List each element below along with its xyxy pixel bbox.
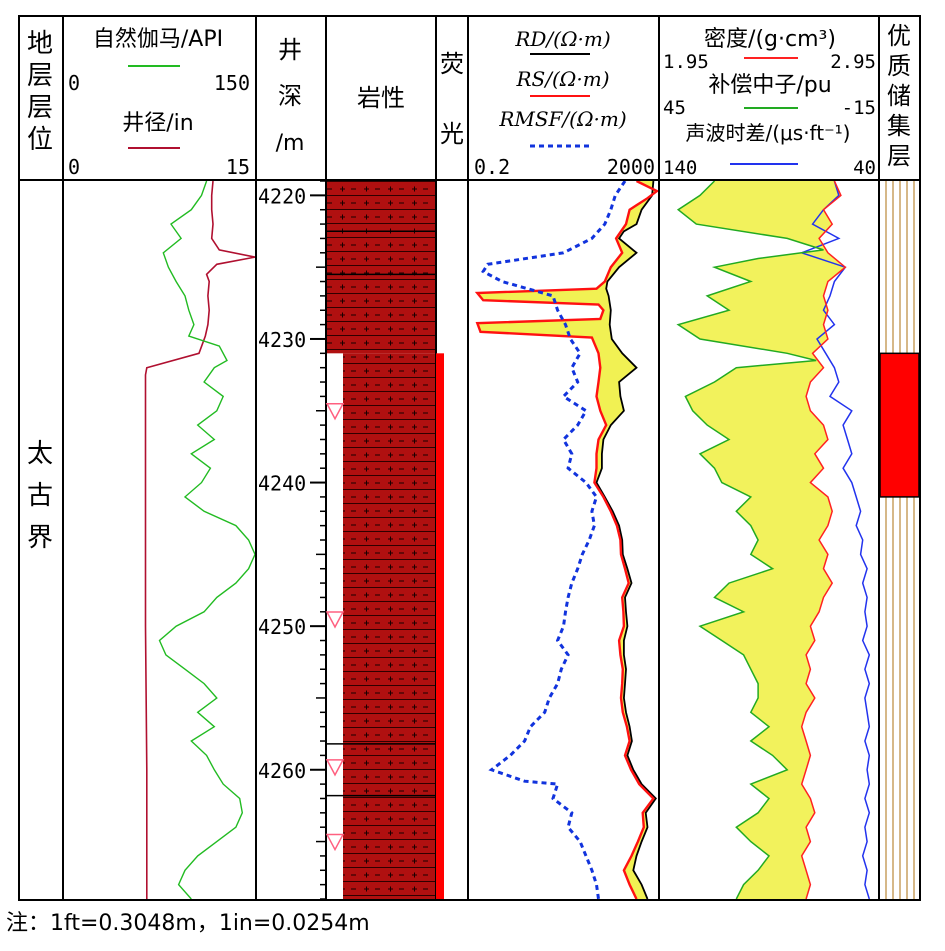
header-depth: 井 深 /m [276, 36, 305, 156]
rd-title: RD/(Ω·m) [514, 27, 610, 51]
formation-name: 太 古 界 [27, 439, 53, 553]
lithology-title: 岩性 [357, 84, 405, 112]
reservoir-title-3: 集 [887, 112, 911, 140]
depth-tick-label: 4240 [258, 472, 306, 496]
lithology-upper-block [327, 181, 435, 354]
cnl-min-label: 45 [663, 97, 686, 119]
depth-track: 4220 4230 4240 4250 4260 [258, 180, 326, 900]
den-curve [800, 181, 847, 899]
den-max-label: 2.95 [830, 51, 876, 73]
res-min-label: 0.2 [474, 155, 510, 179]
header-formation: 地 层 层 位 [27, 29, 53, 155]
reservoir-track [879, 181, 920, 899]
cal-max-label: 15 [226, 155, 250, 179]
ac-min-label: 140 [663, 157, 697, 179]
cal-curve [144, 181, 255, 899]
header-porosity: 密度/(g·cm³) 1.95 2.95 补偿中子/pu 45 -15 声波时差… [663, 27, 876, 179]
depth-tick-label: 4260 [258, 759, 306, 783]
formation-title-3: 位 [27, 125, 53, 155]
depth-title-1: 深 [278, 82, 302, 110]
gr-curve [158, 181, 255, 899]
cal-min-label: 0 [68, 155, 80, 179]
formation-title-0: 地 [27, 29, 53, 59]
depth-title-0: 井 [278, 36, 302, 64]
ac-title: 声波时差/(μs·ft⁻¹) [686, 121, 851, 145]
depth-tick-label: 4230 [258, 328, 306, 352]
fluorescence-bar [436, 353, 444, 899]
reservoir-title-1: 质 [887, 52, 911, 80]
chart-frame [18, 15, 921, 901]
depth-tick-label: 4220 [258, 184, 306, 208]
fluorescence-marker [325, 759, 345, 777]
fluorescence-marker [325, 403, 345, 421]
rmsf-title: RMSF/(Ω·m) [498, 107, 626, 131]
formation-name-1: 古 [27, 481, 53, 511]
well-log-chart: 地 层 层 位 自然伽马/API 0 150 井径/in 0 15 井 深 /m… [18, 15, 921, 901]
resistivity-separation-fill [477, 181, 657, 899]
reservoir-title-4: 层 [887, 142, 911, 170]
lithology-track [327, 181, 435, 899]
porosity-track [676, 181, 871, 899]
reservoir-title-2: 储 [887, 82, 911, 110]
gr-cal-track [144, 181, 255, 899]
resistivity-track [474, 181, 658, 899]
reservoir-interval [879, 352, 920, 498]
lithology-lower-block [343, 353, 435, 899]
cnl-title: 补偿中子/pu [708, 73, 831, 98]
cnl-curve [676, 181, 824, 899]
header-reservoir: 优 质 储 集 层 [887, 22, 911, 170]
rd-curve [595, 181, 657, 899]
den-title: 密度/(g·cm³) [704, 27, 836, 52]
reservoir-title-0: 优 [887, 22, 911, 50]
ac-curve [799, 181, 871, 899]
gr-title: 自然伽马/API [93, 27, 223, 52]
rs-title: RS/(Ω·m) [515, 67, 609, 91]
fluorescence-marker [325, 833, 345, 852]
formation-name-0: 太 [27, 439, 53, 469]
cnl-max-label: -15 [842, 97, 876, 119]
res-max-label: 2000 [607, 155, 655, 179]
gr-min-label: 0 [68, 71, 80, 95]
ac-max-label: 40 [853, 157, 876, 179]
fluorescence-title-0: 荧 [440, 50, 464, 78]
depth-tick-label: 4250 [258, 615, 306, 639]
formation-title-2: 层 [27, 93, 53, 123]
header-gr-cal: 自然伽马/API 0 150 井径/in 0 15 [68, 27, 250, 179]
fluorescence-track [325, 353, 444, 899]
rmsf-curve [481, 181, 627, 899]
den-min-label: 1.95 [663, 51, 709, 73]
cal-title: 井径/in [122, 111, 193, 136]
footnote: 注：1ft=0.3048m，1in=0.0254m [6, 911, 370, 936]
fluorescence-marker [325, 611, 345, 629]
formation-title-1: 层 [27, 61, 53, 91]
formation-name-2: 界 [27, 523, 53, 553]
fluorescence-title-1: 光 [440, 120, 464, 148]
rs-curve [474, 181, 658, 899]
header-resistivity: RD/(Ω·m) RS/(Ω·m) RMSF/(Ω·m) 0.2 2000 [474, 27, 655, 179]
gr-max-label: 150 [214, 71, 250, 95]
density-neutron-crossover-fill [678, 181, 846, 899]
depth-title-2: /m [276, 131, 305, 156]
